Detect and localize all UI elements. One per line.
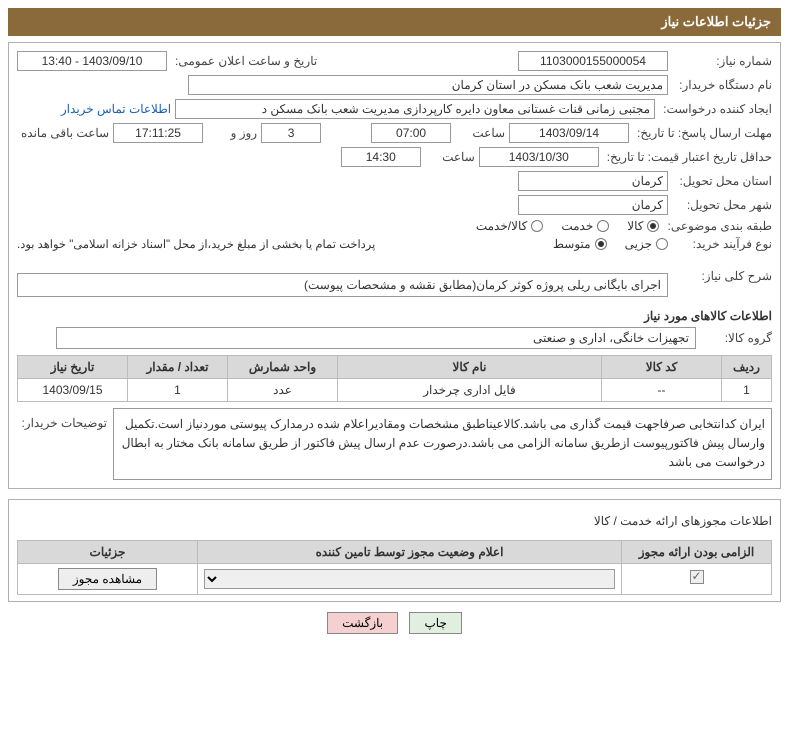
category-radio-khedmat[interactable]: خدمت (561, 219, 609, 233)
goods-table-row: 1 -- فایل اداری چرخدار عدد 1 1403/09/15 (18, 379, 772, 402)
goods-group-label: گروه کالا: (702, 331, 772, 345)
goods-group-value: تجهیزات خانگی، اداری و صنعتی (56, 327, 696, 349)
print-button[interactable]: چاپ (409, 612, 461, 634)
row-need-no: شماره نیاز: 1103000155000054 تاریخ و ساع… (17, 51, 772, 71)
license-status-select[interactable] (204, 569, 615, 589)
time-left-label: ساعت باقی مانده (17, 126, 109, 140)
row-city: شهر محل تحویل: کرمان (17, 195, 772, 215)
process-radio-medium[interactable]: متوسط (553, 237, 607, 251)
goods-cell-row: 1 (722, 379, 772, 402)
goods-cell-name: فایل اداری چرخدار (338, 379, 602, 402)
buyer-contact-link[interactable]: اطلاعات تماس خریدار (61, 102, 171, 116)
process-radio-minor-label: جزیی (625, 237, 652, 251)
radio-icon (597, 220, 609, 232)
mandatory-checkbox[interactable] (690, 570, 704, 584)
category-radio-group: کالا خدمت کالا/خدمت (476, 219, 660, 233)
resp-deadline-label: مهلت ارسال پاسخ: تا تاریخ: (633, 126, 772, 140)
goods-table-header-row: ردیف کد کالا نام کالا واحد شمارش تعداد /… (18, 356, 772, 379)
goods-info-title: اطلاعات کالاهای مورد نیاز (17, 309, 772, 323)
row-requester: ایجاد کننده درخواست: مجتبی زمانی قنات غس… (17, 99, 772, 119)
category-radio-khedmat-label: خدمت (561, 219, 593, 233)
row-buyer-notes: ایران کدانتخابی صرفاجهت قیمت گذاری می با… (17, 402, 772, 480)
need-no-value: 1103000155000054 (518, 51, 668, 71)
license-cell-mandatory (622, 563, 772, 594)
payment-note: پرداخت تمام یا بخشی از مبلغ خرید،از محل … (17, 237, 375, 251)
license-table-header-row: الزامی بودن ارائه مجوز اعلام وضعیت مجوز … (18, 540, 772, 563)
row-need-desc: شرح کلی نیاز: اجرای بایگانی ریلی پروژه ک… (17, 269, 772, 301)
announce-dt-label: تاریخ و ساعت اعلان عمومی: (171, 54, 317, 68)
process-label: نوع فرآیند خرید: (672, 237, 772, 251)
license-th-details: جزئیات (18, 540, 198, 563)
row-province: استان محل تحویل: کرمان (17, 171, 772, 191)
row-price-validity: حداقل تاریخ اعتبار قیمت: تا تاریخ: 1403/… (17, 147, 772, 167)
details-panel: شماره نیاز: 1103000155000054 تاریخ و ساع… (8, 42, 781, 489)
category-radio-both-label: کالا/خدمت (476, 219, 527, 233)
license-th-status: اعلام وضعیت مجوز توسط تامین کننده (198, 540, 622, 563)
goods-table: ردیف کد کالا نام کالا واحد شمارش تعداد /… (17, 355, 772, 402)
radio-icon (647, 220, 659, 232)
days-left-value: 3 (261, 123, 321, 143)
category-radio-both[interactable]: کالا/خدمت (476, 219, 543, 233)
resp-date-value: 1403/09/14 (509, 123, 629, 143)
price-valid-date-value: 1403/10/30 (479, 147, 599, 167)
need-desc-label: شرح کلی نیاز: (672, 269, 772, 283)
city-value: کرمان (518, 195, 668, 215)
goods-th-code: کد کالا (602, 356, 722, 379)
goods-th-qty: تعداد / مقدار (128, 356, 228, 379)
goods-cell-qty: 1 (128, 379, 228, 402)
province-value: کرمان (518, 171, 668, 191)
goods-th-date: تاریخ نیاز (18, 356, 128, 379)
need-no-label: شماره نیاز: (672, 54, 772, 68)
goods-cell-code: -- (602, 379, 722, 402)
row-category: طبقه بندی موضوعی: کالا خدمت کالا/خدمت (17, 219, 772, 233)
license-table: الزامی بودن ارائه مجوز اعلام وضعیت مجوز … (17, 540, 772, 595)
process-radio-minor[interactable]: جزیی (625, 237, 668, 251)
process-radio-group: جزیی متوسط (553, 237, 668, 251)
city-label: شهر محل تحویل: (672, 198, 772, 212)
buyer-org-label: نام دستگاه خریدار: (672, 78, 772, 92)
category-radio-kala-label: کالا (627, 219, 643, 233)
goods-th-name: نام کالا (338, 356, 602, 379)
resp-hour-label: ساعت (455, 126, 505, 140)
license-panel: اطلاعات مجوزهای ارائه خدمت / کالا الزامی… (8, 499, 781, 602)
license-cell-status (198, 563, 622, 594)
radio-icon (595, 238, 607, 250)
time-left-value: 17:11:25 (113, 123, 203, 143)
goods-th-row: ردیف (722, 356, 772, 379)
license-th-mandatory: الزامی بودن ارائه مجوز (622, 540, 772, 563)
price-valid-label: حداقل تاریخ اعتبار قیمت: تا تاریخ: (603, 150, 772, 164)
goods-th-unit: واحد شمارش (228, 356, 338, 379)
category-radio-kala[interactable]: کالا (627, 219, 659, 233)
requester-label: ایجاد کننده درخواست: (659, 102, 772, 116)
price-valid-time-value: 14:30 (341, 147, 421, 167)
need-desc-value: اجرای بایگانی ریلی پروژه کوثر کرمان(مطاب… (17, 273, 668, 297)
license-table-row: مشاهده مجوز (18, 563, 772, 594)
goods-cell-unit: عدد (228, 379, 338, 402)
radio-icon (531, 220, 543, 232)
price-valid-hour-label: ساعت (425, 150, 475, 164)
province-label: استان محل تحویل: (672, 174, 772, 188)
process-radio-medium-label: متوسط (553, 237, 591, 251)
category-label: طبقه بندی موضوعی: (663, 219, 772, 233)
license-cell-details: مشاهده مجوز (18, 563, 198, 594)
resp-time-value: 07:00 (371, 123, 451, 143)
back-button[interactable]: بازگشت (327, 612, 398, 634)
panel-header: جزئیات اطلاعات نیاز (8, 8, 781, 36)
announce-dt-value: 1403/09/10 - 13:40 (17, 51, 167, 71)
buyer-notes-label: توضیحات خریدار: (17, 402, 107, 430)
buyer-org-value: مدیریت شعب بانک مسکن در استان کرمان (188, 75, 668, 95)
action-buttons: چاپ بازگشت (8, 612, 781, 634)
view-license-button[interactable]: مشاهده مجوز (58, 568, 157, 590)
row-response-deadline: مهلت ارسال پاسخ: تا تاریخ: 1403/09/14 سا… (17, 123, 772, 143)
row-process: نوع فرآیند خرید: جزیی متوسط پرداخت تمام … (17, 237, 772, 251)
row-buyer-org: نام دستگاه خریدار: مدیریت شعب بانک مسکن … (17, 75, 772, 95)
requester-value: مجتبی زمانی قنات غستانی معاون دایره کارپ… (175, 99, 655, 119)
goods-cell-date: 1403/09/15 (18, 379, 128, 402)
row-goods-group: گروه کالا: تجهیزات خانگی، اداری و صنعتی (17, 327, 772, 349)
license-section-title: اطلاعات مجوزهای ارائه خدمت / کالا (17, 514, 772, 528)
days-and-label: روز و (207, 126, 257, 140)
radio-icon (656, 238, 668, 250)
buyer-notes-box: ایران کدانتخابی صرفاجهت قیمت گذاری می با… (113, 408, 772, 480)
